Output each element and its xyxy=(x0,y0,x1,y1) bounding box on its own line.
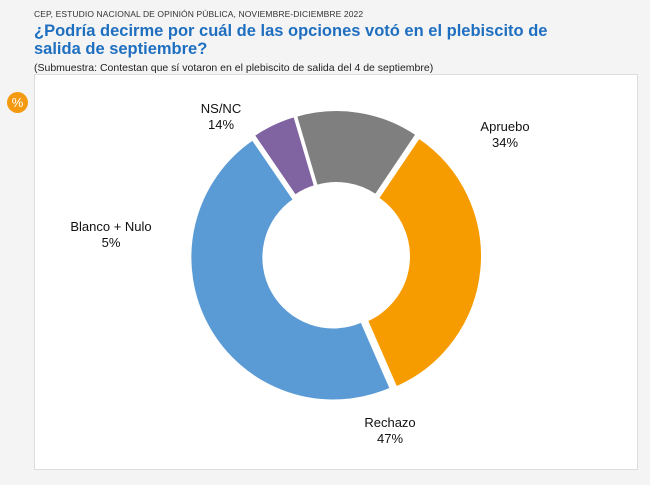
source-note: CEP, ESTUDIO NACIONAL DE OPINIÓN PÚBLICA… xyxy=(34,9,364,19)
chart-title: ¿Podría decirme por cuál de las opciones… xyxy=(34,22,548,58)
chart-subtitle: (Submuestra: Contestan que sí votaron en… xyxy=(34,62,434,74)
slice-blanco-nulo xyxy=(252,114,317,197)
slice-label: Apruebo xyxy=(480,119,529,134)
slice-value-label: 34% xyxy=(492,135,518,150)
slice-value-label: 14% xyxy=(208,117,234,132)
slice-label: Blanco + Nulo xyxy=(70,219,151,234)
slice-ns-nc xyxy=(294,109,418,197)
slice-value-label: 5% xyxy=(102,235,121,250)
slice-label: NS/NC xyxy=(201,101,241,116)
slice-value-label: 47% xyxy=(377,431,403,446)
slice-rechazo xyxy=(189,138,392,402)
chart-panel: Apruebo 34% Rechazo 47% Blanco + Nulo 5% NS/NC… xyxy=(34,74,638,470)
percent-badge-icon: % xyxy=(7,92,28,113)
slice-apruebo xyxy=(365,136,483,389)
slice-label: Rechazo xyxy=(364,415,415,430)
